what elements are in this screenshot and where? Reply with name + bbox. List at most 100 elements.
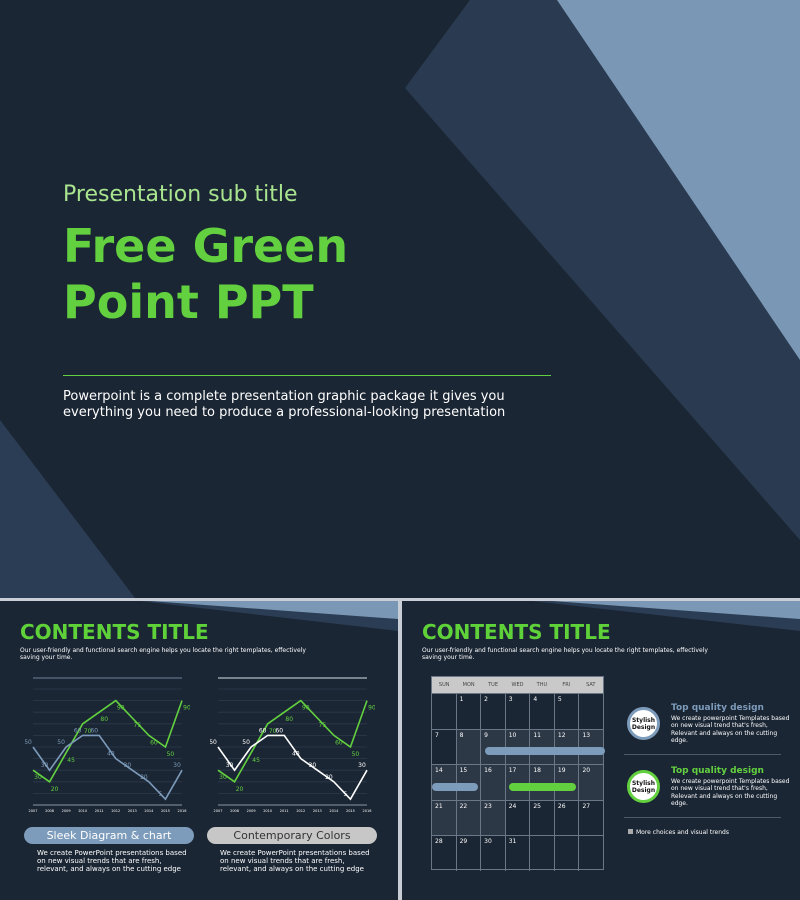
pill-text-1: We create PowerPoint presentations based… <box>37 849 187 873</box>
calendar-day: 22 <box>455 800 481 835</box>
calendar-day: 2 <box>480 694 505 729</box>
calendar-day: 29 <box>455 836 481 871</box>
calendar-day: 31 <box>504 836 530 871</box>
data-label: 50 <box>25 739 32 746</box>
data-label: 30 <box>173 762 181 769</box>
data-label: 30 <box>226 762 234 769</box>
calendar-day: 9 <box>480 729 505 764</box>
calendar-day: 4 <box>529 694 554 729</box>
data-label: 5 <box>344 791 348 798</box>
x-tick-label: 2015 <box>161 809 170 813</box>
day-header: THU <box>536 682 548 688</box>
data-label: 20 <box>236 786 244 793</box>
data-label: 70 <box>84 728 92 735</box>
calendar-day: 19 <box>553 765 579 800</box>
data-label: 80 <box>285 716 293 723</box>
calendar-day: 10 <box>504 729 530 764</box>
badge: Stylish Design <box>627 707 660 740</box>
data-label: 20 <box>51 786 59 793</box>
calendar-week: 21 22 23 24 25 26 27 <box>432 799 603 835</box>
background-shapes <box>0 0 800 598</box>
data-label: 50 <box>210 739 217 746</box>
x-tick-label: 2010 <box>78 809 87 813</box>
x-tick-label: 2008 <box>230 809 239 813</box>
feature-text: We create powerpoint Templates based on … <box>671 778 790 807</box>
line-chart-2: 2007 2008 2009 2010 2011 2012 2013 2014 2015 2016… <box>210 677 375 813</box>
calendar-day <box>553 836 579 871</box>
calendar-week: 7 8 9 10 11 12 13 <box>432 728 604 764</box>
data-label: 75 <box>134 722 142 729</box>
data-label: 5 <box>159 791 163 798</box>
contents-title: CONTENTS TITLE <box>422 620 611 644</box>
calendar-day: 1 <box>455 694 481 729</box>
event-bar-green <box>509 783 576 791</box>
data-label: 30 <box>34 774 42 781</box>
data-label: 30 <box>358 762 366 769</box>
calendar-day: 15 <box>455 765 481 800</box>
x-tick-label: 2014 <box>144 809 154 813</box>
x-tick-label: 2015 <box>346 809 355 813</box>
x-tick-label: 2011 <box>280 809 289 813</box>
calendar-day: 18 <box>529 765 554 800</box>
calendar-day: 25 <box>529 800 554 835</box>
data-label: 60 <box>259 727 267 734</box>
x-tick-label: 2012 <box>296 809 305 813</box>
calendar: SUN MON TUE WED THU FRI SAT 1 2 3 4 5 7 8 9 10 11 12 13 14… <box>431 676 605 871</box>
description: Powerpoint is a complete presentation gr… <box>63 389 506 420</box>
calendar-day: 27 <box>578 800 603 835</box>
data-label: 50 <box>167 751 175 758</box>
calendar-day: 23 <box>480 800 505 835</box>
x-tick-label: 2013 <box>128 809 137 813</box>
event-bar-blue <box>485 747 605 755</box>
data-label: 60 <box>74 727 82 734</box>
data-label: 30 <box>41 762 49 769</box>
calendar-day: 17 <box>504 765 530 800</box>
contents-description: Our user-friendly and functional search … <box>422 647 708 661</box>
x-tick-label: 2009 <box>247 809 256 813</box>
background-shapes <box>140 601 398 631</box>
calendar-week: 14 15 16 17 18 19 20 <box>432 764 604 800</box>
chart-slide[interactable]: CONTENTS TITLE Our user-friendly and fun… <box>0 601 398 900</box>
feature-heading: Top quality design <box>671 703 764 713</box>
x-tick-label: 2007 <box>214 809 223 813</box>
data-label: 90 <box>183 705 190 712</box>
data-label: 75 <box>319 722 327 729</box>
calendar-slide[interactable]: CONTENTS TITLE Our user-friendly and fun… <box>402 601 800 900</box>
data-label: 60 <box>150 739 158 746</box>
pill-sleek-diagram: Sleek Diagram & chart <box>24 827 194 844</box>
calendar-day <box>578 836 603 871</box>
calendar-day: 13 <box>578 729 604 764</box>
x-tick-label: 2008 <box>45 809 54 813</box>
data-label: 50 <box>352 751 360 758</box>
calendar-day: 16 <box>480 765 505 800</box>
data-label: 60 <box>275 727 283 734</box>
title-slide[interactable]: Presentation sub title Free Green Point P… <box>0 0 800 598</box>
day-header: WED <box>511 682 524 688</box>
calendar-day: 5 <box>553 694 579 729</box>
calendar-day: 20 <box>578 765 604 800</box>
data-label: 90 <box>368 705 375 712</box>
calendar-day: 24 <box>504 800 530 835</box>
day-header: TUE <box>488 682 498 688</box>
series-line <box>32 699 183 783</box>
feature-text: We create powerpoint Templates based on … <box>671 715 790 744</box>
checkbox-icon <box>628 829 633 834</box>
x-tick-label: 2014 <box>329 809 339 813</box>
contents-title: CONTENTS TITLE <box>20 620 209 644</box>
divider <box>624 754 781 755</box>
event-bar-blue-continued <box>432 783 478 791</box>
x-tick-label: 2016 <box>178 809 187 813</box>
calendar-day: 12 <box>553 729 579 764</box>
x-tick-label: 2011 <box>95 809 104 813</box>
data-label: 30 <box>309 762 317 769</box>
calendar-day: 21 <box>432 800 456 835</box>
more-choices: More choices and visual trends <box>628 829 729 836</box>
day-header: MON <box>462 682 475 688</box>
data-label: 40 <box>292 751 300 758</box>
data-label: 20 <box>140 774 148 781</box>
calendar-week: 28 29 30 31 <box>432 835 603 871</box>
data-label: 70 <box>269 728 277 735</box>
day-header: SAT <box>586 682 596 688</box>
data-label: 60 <box>90 727 98 734</box>
